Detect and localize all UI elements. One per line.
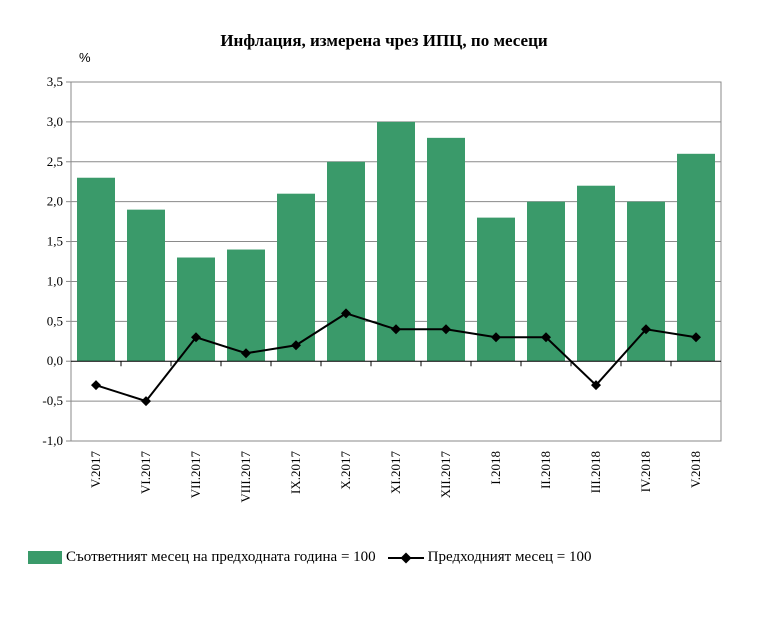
line-point bbox=[541, 332, 551, 343]
bar bbox=[77, 177, 115, 362]
line-point bbox=[241, 348, 251, 359]
x-category-label: VII.2017 bbox=[188, 451, 203, 499]
bar bbox=[127, 209, 165, 362]
chart-title: Инфлация, измерена чрез ИПЦ, по месеци bbox=[220, 31, 548, 50]
line-point bbox=[591, 380, 601, 391]
bar-series bbox=[77, 121, 715, 362]
y-tick-label: 0,0 bbox=[47, 353, 63, 368]
y-axis-ticks: 3,5 3,0 2,5 2,0 1,5 1,0 0,5 0,0 -0,5 -1,0 bbox=[42, 74, 71, 448]
line-point bbox=[91, 380, 101, 391]
legend-line-marker-icon bbox=[387, 552, 424, 563]
bar bbox=[427, 137, 465, 362]
x-category-label: X.2017 bbox=[338, 451, 353, 490]
line-point bbox=[691, 332, 701, 343]
line-point bbox=[641, 324, 651, 335]
x-category-label: V.2017 bbox=[88, 451, 103, 488]
x-category-label: III.2018 bbox=[588, 451, 603, 493]
y-tick-label: 2,5 bbox=[47, 154, 63, 169]
y-axis-unit-label: % bbox=[79, 50, 91, 65]
y-tick-label: 3,5 bbox=[47, 74, 63, 89]
y-tick-label: 0,5 bbox=[47, 313, 63, 328]
y-tick-label: -0,5 bbox=[42, 393, 63, 408]
y-tick-label: 3,0 bbox=[47, 114, 63, 129]
line-series bbox=[91, 308, 701, 407]
x-category-label: IV.2018 bbox=[638, 451, 653, 492]
y-tick-label: -1,0 bbox=[42, 433, 63, 448]
y-tick-label: 1,5 bbox=[47, 234, 63, 249]
y-tick-label: 2,0 bbox=[47, 194, 63, 209]
line-point bbox=[491, 332, 501, 343]
x-category-label: XII.2017 bbox=[438, 451, 453, 499]
x-category-label: I.2018 bbox=[488, 451, 503, 485]
line-point bbox=[341, 308, 351, 319]
x-axis-categories: V.2017 VI.2017 VII.2017 VIII.2017 IX.2017 X.2… bbox=[88, 451, 703, 503]
x-category-label: V.2018 bbox=[688, 451, 703, 488]
line-point bbox=[191, 332, 201, 343]
bar bbox=[177, 257, 215, 362]
bar bbox=[377, 121, 415, 362]
bar bbox=[277, 193, 315, 362]
bar bbox=[227, 249, 265, 362]
x-category-label: VI.2017 bbox=[138, 451, 153, 494]
bar bbox=[677, 153, 715, 362]
legend: Съответният месец на предходната година … bbox=[28, 549, 592, 566]
line-point bbox=[441, 324, 451, 335]
bar bbox=[327, 161, 365, 362]
x-category-label: II.2018 bbox=[538, 451, 553, 489]
legend-line-label: Предходният месец = 100 bbox=[427, 549, 592, 565]
line-point bbox=[141, 396, 151, 407]
bar bbox=[627, 201, 665, 362]
x-category-label: VIII.2017 bbox=[238, 451, 253, 503]
x-category-label: IX.2017 bbox=[288, 451, 303, 494]
y-tick-label: 1,0 bbox=[47, 273, 63, 288]
x-category-label: XI.2017 bbox=[388, 451, 403, 494]
line-point bbox=[391, 324, 401, 335]
bar bbox=[577, 185, 615, 362]
legend-bar-swatch bbox=[28, 551, 62, 564]
legend-bar-label: Съответният месец на предходната година … bbox=[66, 549, 376, 565]
line-point bbox=[291, 340, 301, 351]
